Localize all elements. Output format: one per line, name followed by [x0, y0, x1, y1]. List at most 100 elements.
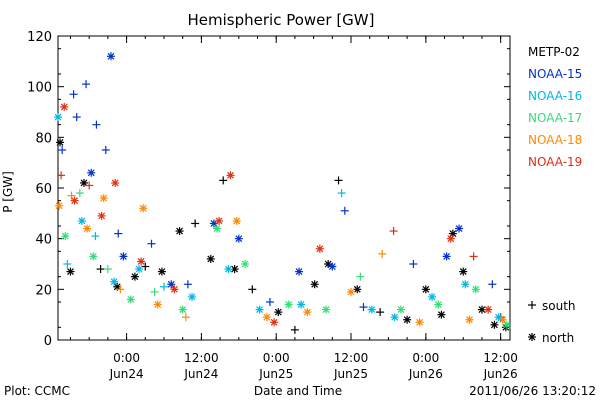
- legend-item: NOAA-18: [528, 133, 582, 147]
- data-point-noaa-15-north: [328, 262, 337, 271]
- data-point-noaa-19-south: [389, 227, 398, 236]
- data-point-noaa-15-south: [359, 303, 368, 312]
- data-points: [54, 52, 511, 334]
- data-point-noaa-19-north: [270, 318, 279, 327]
- plot-frame: [57, 35, 511, 341]
- x-tick-label-date: Jun25: [258, 367, 293, 381]
- data-point-metp-02-north: [206, 254, 215, 263]
- data-point-metp-02-north: [79, 178, 88, 187]
- data-point-metp-02-north: [403, 315, 412, 324]
- data-point-noaa-16-north: [390, 313, 399, 322]
- legend-item: NOAA-19: [528, 155, 582, 169]
- data-point-noaa-18-north: [262, 313, 271, 322]
- marker-key-symbol: [528, 301, 536, 309]
- data-point-noaa-15-north: [106, 52, 115, 61]
- legend-item: NOAA-16: [528, 89, 582, 103]
- marker-key-symbol: [528, 333, 536, 341]
- y-axis-label: P [GW]: [1, 171, 15, 213]
- data-point-noaa-15-south: [114, 229, 123, 238]
- data-point-noaa-18-north: [55, 201, 64, 210]
- x-tick-label-date: Jun24: [109, 367, 144, 381]
- data-point-noaa-15-south: [69, 90, 78, 99]
- legend: METP-02 NOAA-15 NOAA-16 NOAA-17 NOAA-18 NOAA-…: [528, 45, 582, 169]
- data-point-noaa-19-north: [111, 178, 120, 187]
- data-point-noaa-19-south: [469, 252, 478, 261]
- data-point-noaa-15-north: [295, 267, 304, 276]
- series-noaa-17: [61, 189, 511, 329]
- data-point-noaa-15-south: [58, 146, 67, 154]
- data-point-noaa-16-south: [91, 232, 100, 241]
- data-point-metp-02-north: [130, 272, 139, 281]
- data-point-noaa-19-south: [85, 181, 94, 190]
- x-tick-label-time: 0:00: [412, 351, 439, 365]
- data-point-noaa-19-north: [60, 102, 69, 111]
- data-point-noaa-15-south: [92, 120, 101, 129]
- data-point-noaa-17-south: [356, 272, 365, 281]
- data-point-noaa-15-south: [183, 280, 192, 289]
- data-point-noaa-16-south: [337, 189, 346, 198]
- x-tick-label-date: Jun25: [333, 367, 368, 381]
- data-point-noaa-15-south: [488, 280, 497, 289]
- x-tick-label-time: 12:00: [184, 351, 219, 365]
- data-point-noaa-19-south: [57, 171, 66, 180]
- data-point-noaa-18-north: [83, 224, 92, 233]
- data-point-noaa-16-north: [461, 280, 470, 289]
- data-point-noaa-16-north: [110, 277, 119, 286]
- data-point-noaa-17-north: [178, 305, 187, 314]
- data-point-noaa-16-north: [224, 265, 233, 274]
- x-tick-label-time: 12:00: [483, 351, 518, 365]
- data-point-noaa-17-north: [126, 295, 135, 304]
- data-point-noaa-15-north: [234, 234, 243, 243]
- data-point-noaa-18-north: [465, 315, 474, 324]
- chart-title: Hemispheric Power [GW]: [188, 11, 375, 29]
- data-point-metp-02-north: [175, 227, 184, 236]
- data-point-noaa-19-north: [215, 216, 224, 225]
- x-tick-label-time: 12:00: [334, 351, 369, 365]
- data-point-noaa-19-north: [226, 171, 235, 180]
- data-point-noaa-16-south: [159, 282, 168, 291]
- x-tick-label-date: Jun26: [483, 367, 518, 381]
- data-point-noaa-19-north: [97, 211, 106, 220]
- data-point-metp-02-south: [191, 219, 200, 228]
- data-point-noaa-16-north: [135, 265, 144, 274]
- marker-key: south north: [528, 299, 576, 345]
- data-point-noaa-17-north: [471, 285, 480, 294]
- generated-timestamp: 2011/06/26 13:20:12: [469, 384, 596, 398]
- data-point-noaa-19-north: [315, 244, 324, 253]
- data-point-noaa-15-south: [409, 260, 418, 268]
- y-tick-label: 40: [35, 233, 52, 248]
- data-point-noaa-15-south: [265, 298, 274, 306]
- data-point-metp-02-south: [248, 285, 257, 294]
- data-point-metp-02-south: [96, 265, 105, 274]
- data-point-metp-02-south: [334, 176, 343, 185]
- data-point-noaa-18-south: [116, 285, 125, 294]
- data-point-metp-02-north: [157, 267, 166, 276]
- data-point-metp-02-north: [437, 310, 446, 319]
- data-point-noaa-17-south: [75, 189, 84, 198]
- data-point-noaa-15-north: [442, 252, 451, 261]
- marker-key-label: south: [542, 299, 576, 313]
- data-point-noaa-17-north: [284, 300, 293, 309]
- data-point-noaa-15-south: [340, 206, 349, 215]
- data-point-noaa-17-north: [434, 300, 443, 309]
- data-point-noaa-15-north: [167, 280, 176, 289]
- y-tick-label: 60: [35, 182, 52, 197]
- data-point-noaa-18-north: [415, 318, 424, 327]
- y-tick-label: 100: [27, 81, 52, 96]
- legend-item: NOAA-17: [528, 111, 582, 125]
- data-point-noaa-19-north: [70, 196, 79, 205]
- data-point-noaa-17-north: [396, 305, 405, 314]
- data-point-noaa-17-north: [241, 260, 250, 268]
- data-point-noaa-19-north: [446, 234, 455, 243]
- data-point-metp-02-south: [376, 308, 385, 317]
- data-point-metp-02-north: [353, 285, 362, 294]
- data-point-noaa-15-north: [87, 168, 96, 177]
- x-tick-label-time: 0:00: [113, 351, 140, 365]
- data-point-noaa-17-north: [89, 252, 98, 261]
- data-point-noaa-17-north: [61, 232, 70, 241]
- series-metp-02: [56, 138, 510, 334]
- data-point-noaa-17-south: [150, 287, 159, 296]
- data-point-metp-02-north: [421, 285, 430, 294]
- data-point-noaa-16-south: [63, 260, 72, 268]
- legend-item: METP-02: [528, 45, 580, 59]
